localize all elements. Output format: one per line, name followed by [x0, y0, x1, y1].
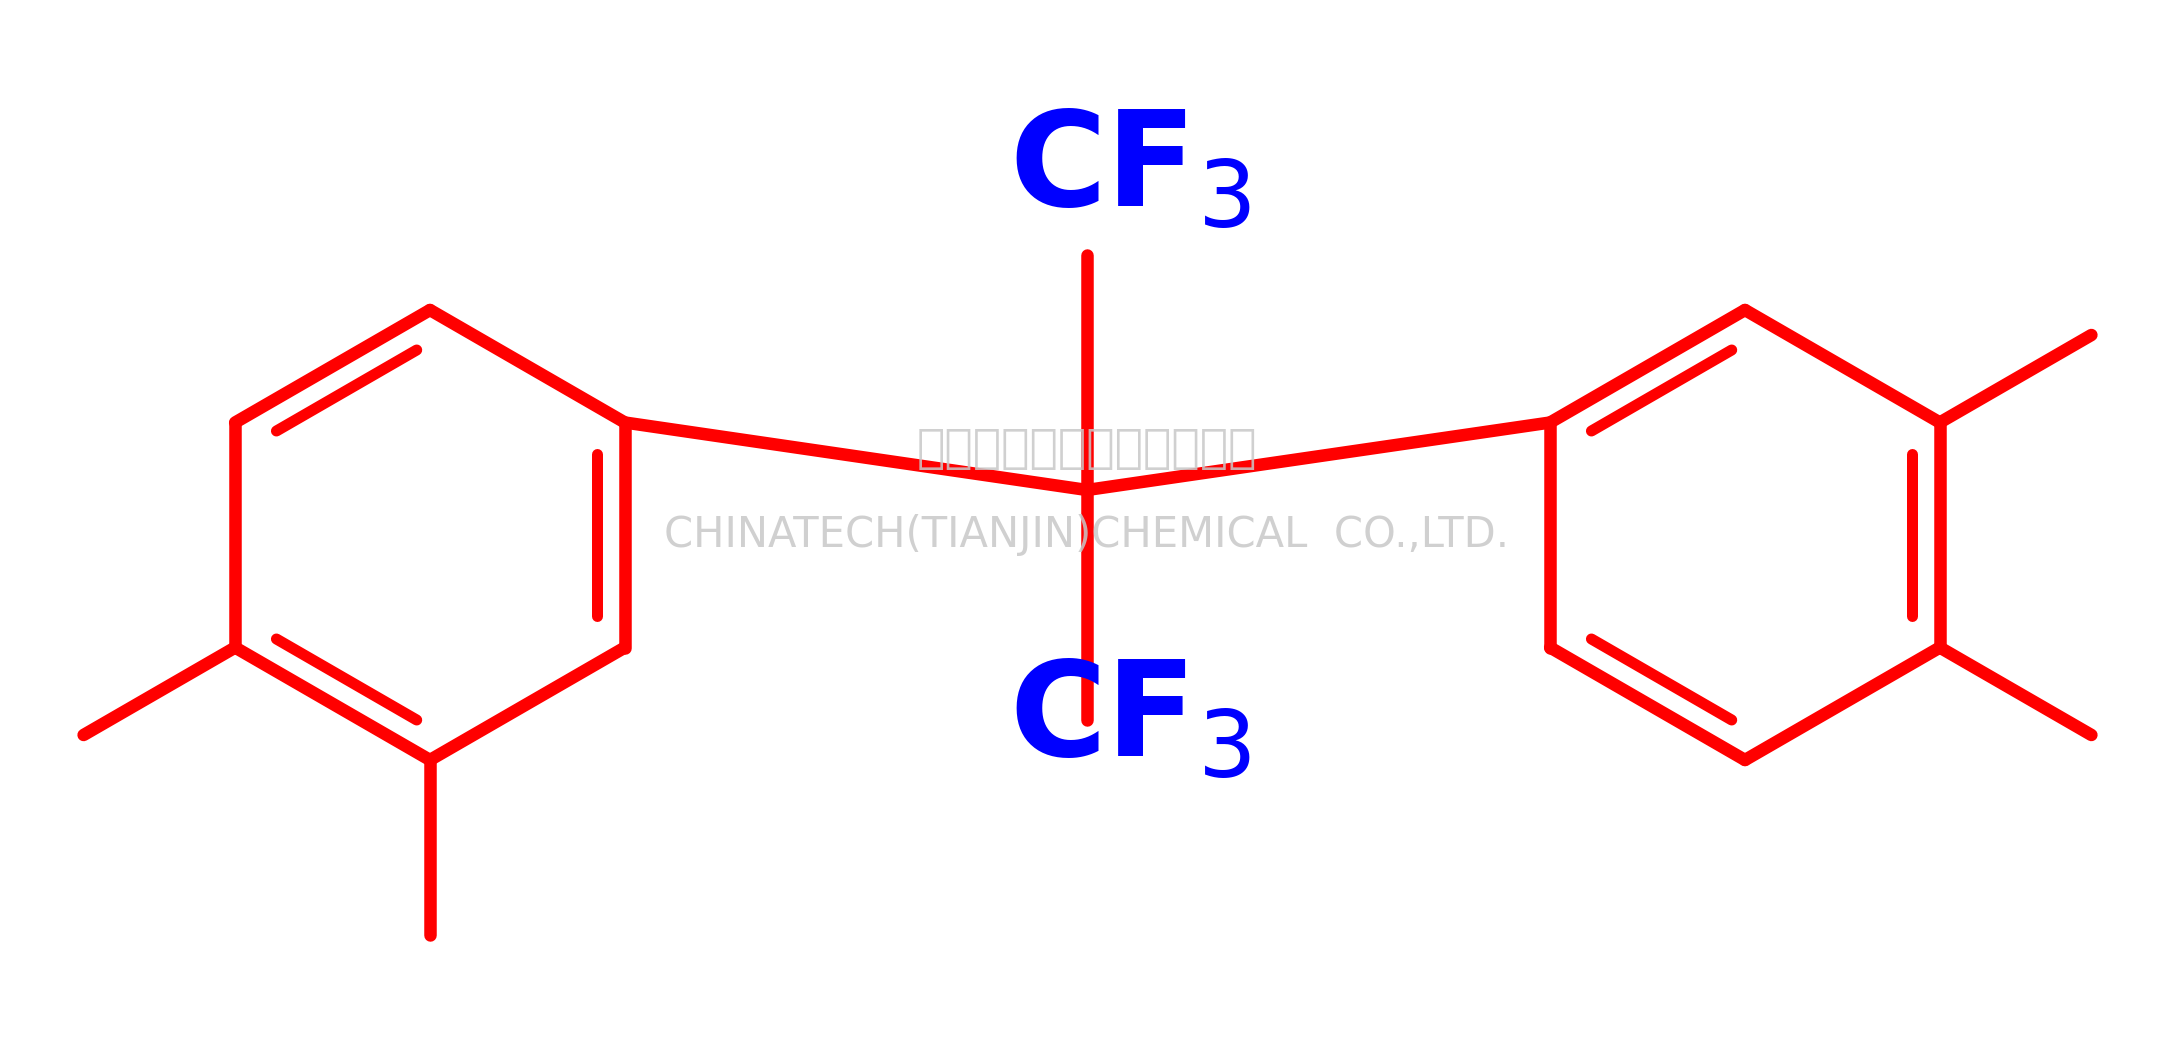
Text: CHINATECH(TIANJIN)CHEMICAL  CO.,LTD.: CHINATECH(TIANJIN)CHEMICAL CO.,LTD.: [666, 514, 1509, 556]
Text: CF$_3$: CF$_3$: [1009, 657, 1251, 783]
Text: CF$_3$: CF$_3$: [1009, 107, 1251, 233]
Text: 天津仰泰材料科技有限公司: 天津仰泰材料科技有限公司: [916, 428, 1257, 473]
